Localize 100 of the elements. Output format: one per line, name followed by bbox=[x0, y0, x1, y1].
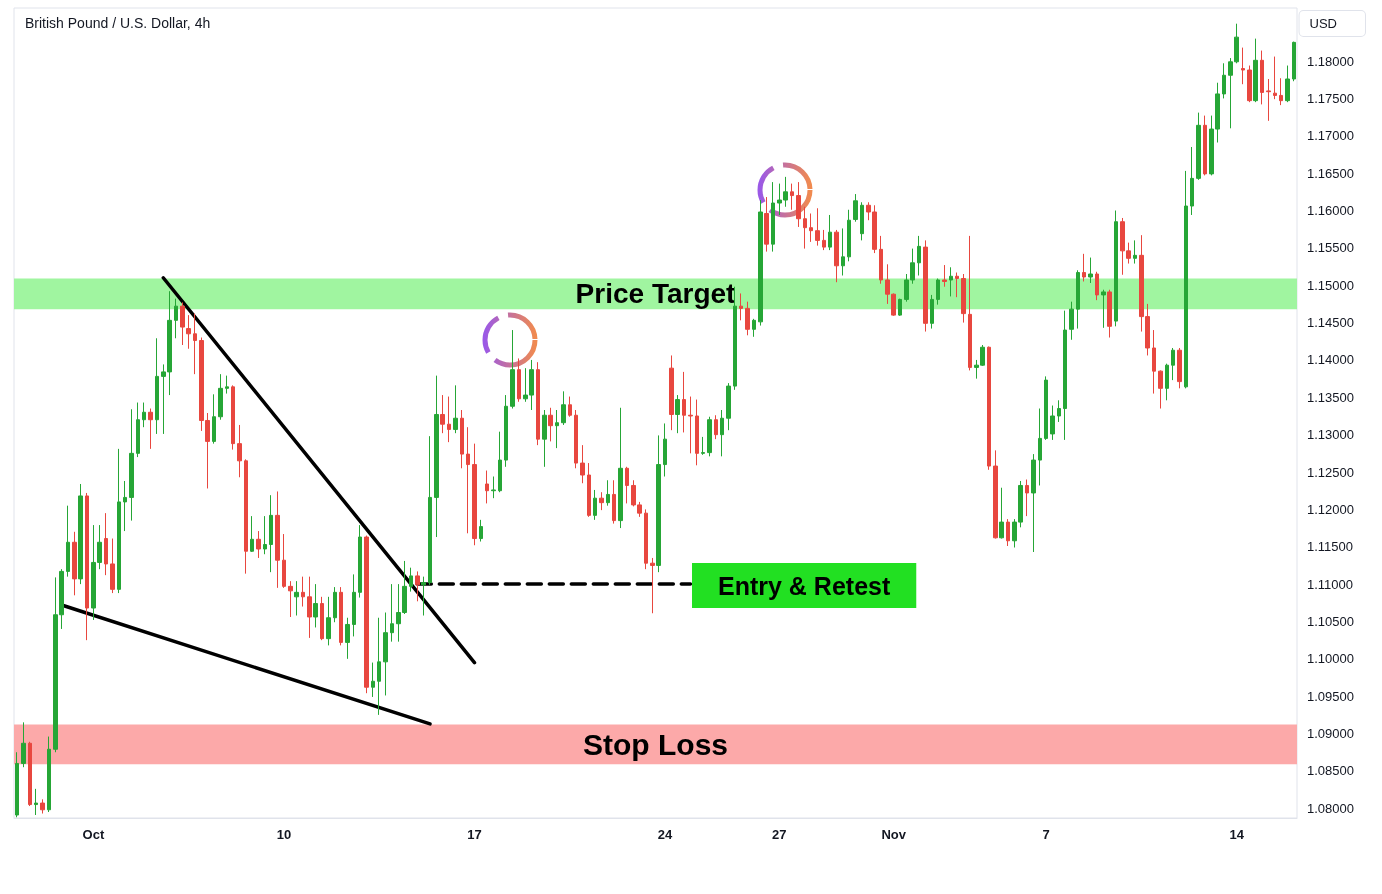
candlestick bbox=[853, 193, 858, 223]
candlestick bbox=[663, 422, 667, 478]
candlestick bbox=[415, 570, 420, 602]
candlestick bbox=[504, 394, 508, 468]
candlestick bbox=[701, 436, 705, 456]
candlestick bbox=[358, 524, 362, 599]
candlestick bbox=[193, 313, 197, 375]
candlestick bbox=[517, 357, 521, 403]
candlestick bbox=[142, 402, 146, 428]
candlestick bbox=[771, 181, 775, 253]
y-tick-label: 1.13500 bbox=[1307, 389, 1354, 405]
candlestick bbox=[1101, 289, 1106, 329]
candlestick bbox=[1190, 146, 1194, 216]
candlestick bbox=[15, 751, 19, 818]
candlestick bbox=[599, 491, 604, 511]
x-tick-label: 7 bbox=[1042, 827, 1050, 842]
candlestick bbox=[275, 490, 280, 589]
candlestick bbox=[288, 580, 293, 618]
candlestick bbox=[936, 278, 940, 306]
candlestick bbox=[244, 458, 248, 575]
candlestick bbox=[212, 393, 216, 445]
candlestick bbox=[675, 394, 680, 434]
y-tick-label: 1.13000 bbox=[1307, 427, 1354, 443]
candlestick bbox=[117, 448, 121, 594]
candlestick bbox=[758, 199, 763, 327]
candlestick bbox=[1088, 257, 1093, 284]
candlestick bbox=[796, 181, 801, 228]
x-tick-label: 17 bbox=[467, 827, 482, 842]
candlestick bbox=[688, 396, 693, 454]
candlestick bbox=[180, 301, 185, 346]
y-tick-label: 1.11000 bbox=[1307, 576, 1354, 592]
text: British Pound / U.S. Dollar, 4h bbox=[25, 15, 211, 31]
candlestick bbox=[104, 512, 108, 576]
candlestick bbox=[47, 736, 51, 813]
candlestick bbox=[752, 318, 756, 338]
candlestick bbox=[682, 371, 686, 433]
y-tick-label: 1.12000 bbox=[1307, 501, 1354, 517]
candlestick bbox=[847, 209, 851, 262]
candlestick bbox=[949, 266, 953, 297]
candlestick bbox=[460, 409, 464, 469]
candlestick bbox=[942, 264, 947, 288]
y-tick-label: 1.14000 bbox=[1307, 352, 1354, 368]
candlestick bbox=[809, 212, 813, 243]
candlestick bbox=[1196, 112, 1201, 181]
candlestick bbox=[364, 535, 369, 694]
y-tick-label: 1.17500 bbox=[1307, 90, 1354, 106]
candlestick bbox=[993, 449, 998, 540]
candlestick bbox=[961, 273, 966, 324]
candlestick bbox=[1165, 363, 1169, 401]
candlestick bbox=[923, 239, 928, 333]
candlestick bbox=[447, 396, 451, 443]
candlestick bbox=[510, 329, 515, 410]
y-tick-label: 1.16000 bbox=[1307, 203, 1354, 218]
candlestick bbox=[1095, 271, 1099, 301]
candlestick bbox=[1044, 375, 1048, 441]
candlestick bbox=[294, 580, 299, 616]
candlestick bbox=[593, 489, 597, 521]
candlestick bbox=[78, 483, 83, 585]
candlestick bbox=[1063, 310, 1067, 441]
candlestick bbox=[237, 424, 242, 478]
candlestick bbox=[1038, 408, 1042, 486]
candlestick bbox=[955, 272, 959, 298]
candlestick bbox=[1184, 170, 1188, 389]
candlestick bbox=[1076, 269, 1080, 330]
candlestick bbox=[123, 480, 127, 532]
y-tick-label: 1.15000 bbox=[1307, 277, 1354, 293]
candlestick bbox=[1279, 77, 1283, 106]
candlestick bbox=[733, 286, 737, 391]
candlestick bbox=[548, 407, 553, 442]
candlestick bbox=[136, 402, 140, 458]
candlestick bbox=[352, 573, 356, 637]
candlestick bbox=[307, 576, 312, 639]
candlestick bbox=[930, 294, 934, 330]
band-label: Price Target bbox=[575, 278, 736, 310]
candlestick bbox=[625, 466, 629, 504]
candlestick bbox=[231, 384, 235, 451]
candlestick bbox=[1107, 289, 1112, 339]
annotation: Entry & Retest bbox=[718, 571, 891, 600]
x-tick-label: 10 bbox=[276, 827, 292, 842]
candlestick bbox=[339, 586, 343, 646]
candlestick bbox=[898, 298, 902, 317]
candlestick bbox=[85, 492, 89, 641]
candlestick bbox=[656, 434, 661, 573]
y-tick-label: 1.11500 bbox=[1307, 539, 1354, 555]
candlestick bbox=[828, 214, 832, 251]
y-axis-title: USD bbox=[1309, 16, 1338, 31]
candlestick bbox=[764, 196, 769, 253]
candlestick bbox=[409, 567, 413, 593]
candlestick bbox=[129, 408, 134, 522]
candlestick bbox=[669, 354, 674, 431]
candlestick bbox=[485, 470, 489, 504]
candlestick bbox=[1177, 347, 1182, 389]
candlestick bbox=[21, 721, 26, 768]
candlestick bbox=[841, 227, 845, 277]
candlestick bbox=[999, 487, 1004, 540]
candlestick bbox=[1152, 329, 1156, 395]
y-tick-label: 1.17000 bbox=[1307, 128, 1354, 144]
candlestick bbox=[987, 346, 991, 471]
candlestick bbox=[917, 235, 921, 277]
candlestick bbox=[1082, 253, 1086, 282]
